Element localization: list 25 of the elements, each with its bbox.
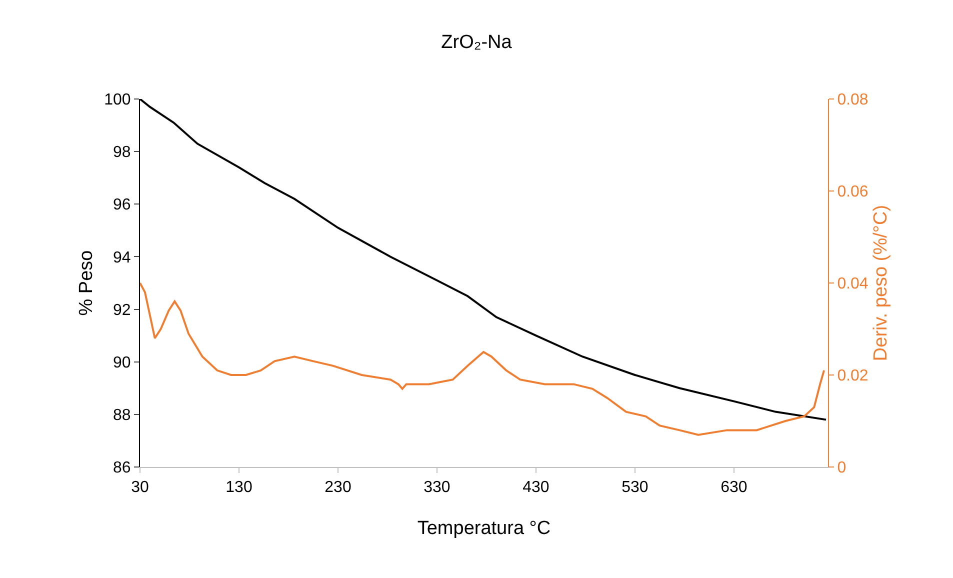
x-tick-label: 330 [424, 479, 450, 496]
x-tick-label: 530 [622, 479, 648, 496]
x-tick-label: 630 [720, 479, 748, 496]
y-tick-label: 92 [113, 302, 131, 319]
x-axis-title: Temperatura °C [417, 518, 551, 539]
chart-title: ZrO₂-Na [441, 32, 512, 53]
x-tick-label: 230 [324, 479, 352, 496]
y-tick-label: 100 [104, 92, 131, 109]
y-axis-title: % Peso [76, 250, 97, 316]
y2-tick-label: 0.02 [837, 368, 868, 385]
y-tick-label: 88 [113, 407, 131, 424]
y-tick-label: 98 [113, 144, 131, 162]
line-series [140, 282, 826, 436]
y2-tick-label: 0.06 [837, 184, 868, 201]
y2-tick-label: 0 [837, 460, 846, 477]
x-tick-label: 130 [226, 479, 252, 496]
x-tick-label: 30 [131, 479, 149, 496]
x-tick-label: 430 [522, 479, 550, 496]
y-tick-label: 90 [113, 354, 131, 372]
y2-tick-label: 0.08 [837, 92, 868, 109]
y-tick-label: 94 [113, 249, 131, 266]
y2-axis-title: Deriv. peso (%/°C) [870, 204, 892, 362]
y-tick-label: 96 [113, 196, 131, 214]
y2-tick-label: 0.04 [837, 276, 868, 293]
y-tick-label: 86 [113, 460, 131, 477]
